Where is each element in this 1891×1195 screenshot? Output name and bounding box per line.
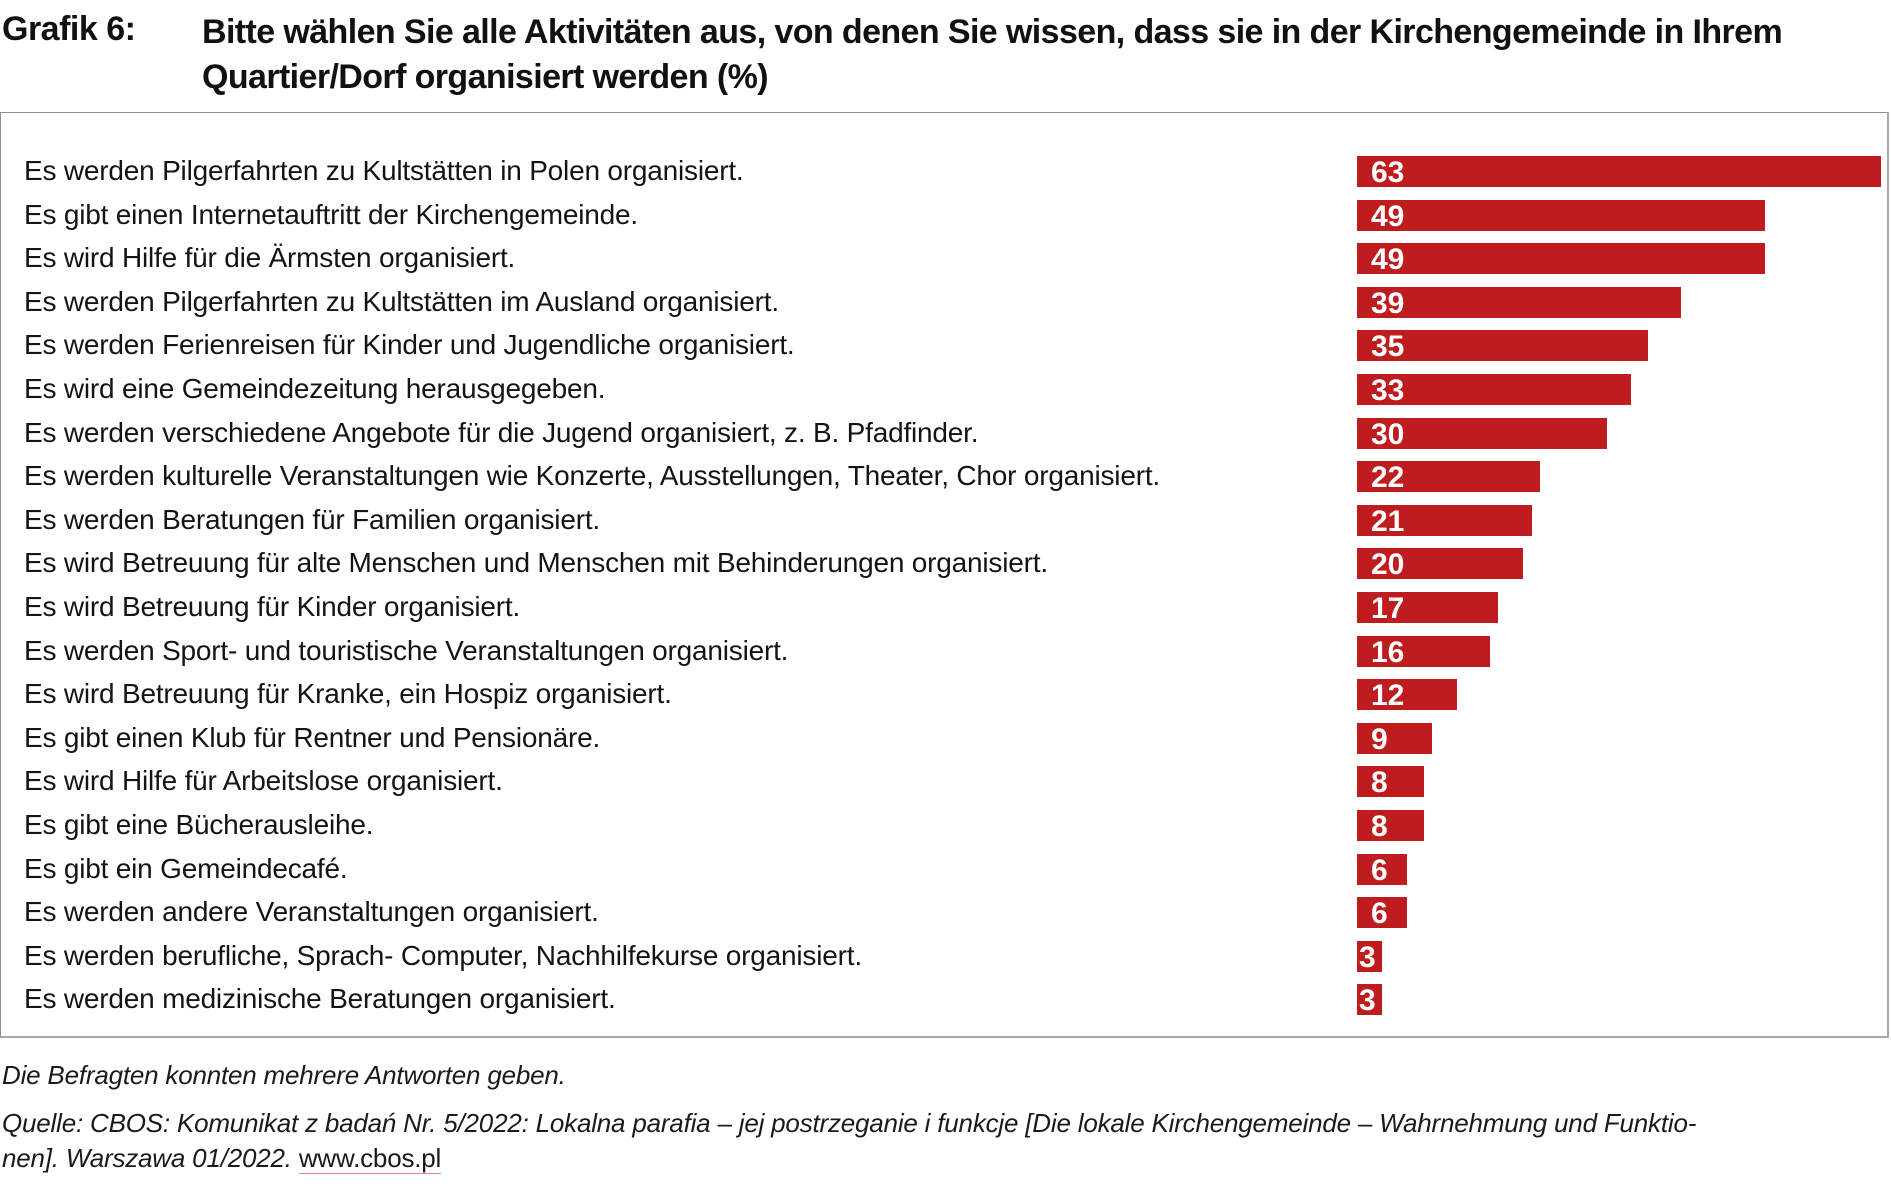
- footnote: Die Befragten konnten mehrere Antworten …: [2, 1060, 566, 1090]
- category-label: Es gibt einen Internetauftritt der Kirch…: [24, 198, 638, 230]
- source-link[interactable]: www.cbos.pl: [298, 1143, 442, 1174]
- category-label: Es gibt eine Bücherausleihe.: [24, 809, 374, 840]
- bar: [1357, 548, 1524, 580]
- bar-value-label: 8: [1371, 810, 1388, 843]
- bar-value-label: 39: [1371, 286, 1405, 320]
- bar: [1357, 897, 1407, 929]
- category-label: Es werden verschiedene Angebote für die …: [24, 416, 979, 448]
- bar-value-label: 12: [1371, 679, 1405, 713]
- category-label: Es werden medizinische Beratungen organi…: [24, 983, 616, 1015]
- bar-value-label: 30: [1371, 417, 1405, 451]
- bar: [1357, 199, 1765, 231]
- source-line-2-text: nen]. Warszawa 01/2022.: [2, 1143, 292, 1173]
- bar: [1357, 635, 1491, 667]
- chart-frame: Es werden Pilgerfahrten zu Kultstätten i…: [0, 112, 1889, 1038]
- bar: [1357, 156, 1881, 187]
- category-label: Es werden Ferienreisen für Kinder und Ju…: [24, 329, 795, 361]
- figure-label: Grafik 6:: [2, 10, 136, 48]
- bar-value-label: 21: [1371, 504, 1405, 538]
- bar-value-label: 49: [1371, 243, 1405, 277]
- bar: [1357, 679, 1457, 711]
- bar-value-label: 6: [1371, 897, 1388, 931]
- category-label: Es wird Betreuung für alte Menschen und …: [24, 547, 1048, 579]
- bar-value-label: 63: [1371, 156, 1405, 189]
- bar-value-label: 49: [1371, 199, 1405, 233]
- bar: [1357, 722, 1432, 754]
- bar: [1357, 766, 1424, 798]
- category-label: Es werden kulturelle Veranstaltungen wie…: [24, 460, 1160, 492]
- bar-value-label: 33: [1371, 374, 1405, 407]
- bar-value-label: 17: [1371, 592, 1405, 625]
- bar: [1357, 417, 1607, 449]
- bar: [1357, 592, 1499, 623]
- category-label: Es werden Beratungen für Familien organi…: [24, 503, 600, 535]
- category-label: Es wird Betreuung für Kinder organisiert…: [24, 591, 521, 622]
- bar: [1357, 504, 1532, 536]
- source-line-2: nen]. Warszawa 01/2022. www.cbos.pl: [2, 1143, 441, 1174]
- bar: [1357, 286, 1682, 318]
- category-label: Es gibt ein Gemeindecafé.: [24, 852, 348, 884]
- category-label: Es wird eine Gemeindezeitung herausgegeb…: [24, 373, 606, 404]
- bar-value-label: 35: [1371, 330, 1405, 364]
- bar-value-label: 8: [1371, 766, 1388, 800]
- bar: [1357, 461, 1540, 493]
- bar-value-label: 9: [1371, 722, 1388, 756]
- category-label: Es werden Sport- und touristische Verans…: [24, 634, 789, 666]
- category-label: Es werden Pilgerfahrten zu Kultstätten i…: [24, 285, 779, 317]
- bar: [1357, 984, 1382, 1016]
- bar-value-label: 6: [1371, 853, 1388, 887]
- category-label: Es werden Pilgerfahrten zu Kultstätten i…: [24, 155, 744, 186]
- bar-value-label: 16: [1371, 635, 1405, 669]
- bar-value-label: 3: [1359, 940, 1376, 974]
- category-label: Es werden berufliche, Sprach- Computer, …: [24, 939, 862, 971]
- source-line-1: Quelle: CBOS: Komunikat z badań Nr. 5/20…: [2, 1108, 1697, 1138]
- bar-value-label: 22: [1371, 461, 1405, 495]
- bar: [1357, 374, 1632, 405]
- category-label: Es wird Hilfe für Arbeitslose organisier…: [24, 765, 503, 797]
- bar: [1357, 810, 1424, 841]
- bar: [1357, 853, 1407, 885]
- bar-value-label: 20: [1371, 548, 1405, 582]
- chart-title: Bitte wählen Sie alle Aktivitäten aus, v…: [202, 13, 1783, 96]
- category-label: Es wird Betreuung für Kranke, ein Hospiz…: [24, 678, 672, 710]
- bar: [1357, 330, 1649, 362]
- bar-value-label: 3: [1359, 984, 1376, 1018]
- category-label: Es wird Hilfe für die Ärmsten organisier…: [24, 242, 516, 274]
- bar: [1357, 243, 1765, 275]
- category-label: Es gibt einen Klub für Rentner und Pensi…: [24, 721, 601, 753]
- bar: [1357, 940, 1382, 972]
- category-label: Es werden andere Veranstaltungen organis…: [24, 896, 599, 928]
